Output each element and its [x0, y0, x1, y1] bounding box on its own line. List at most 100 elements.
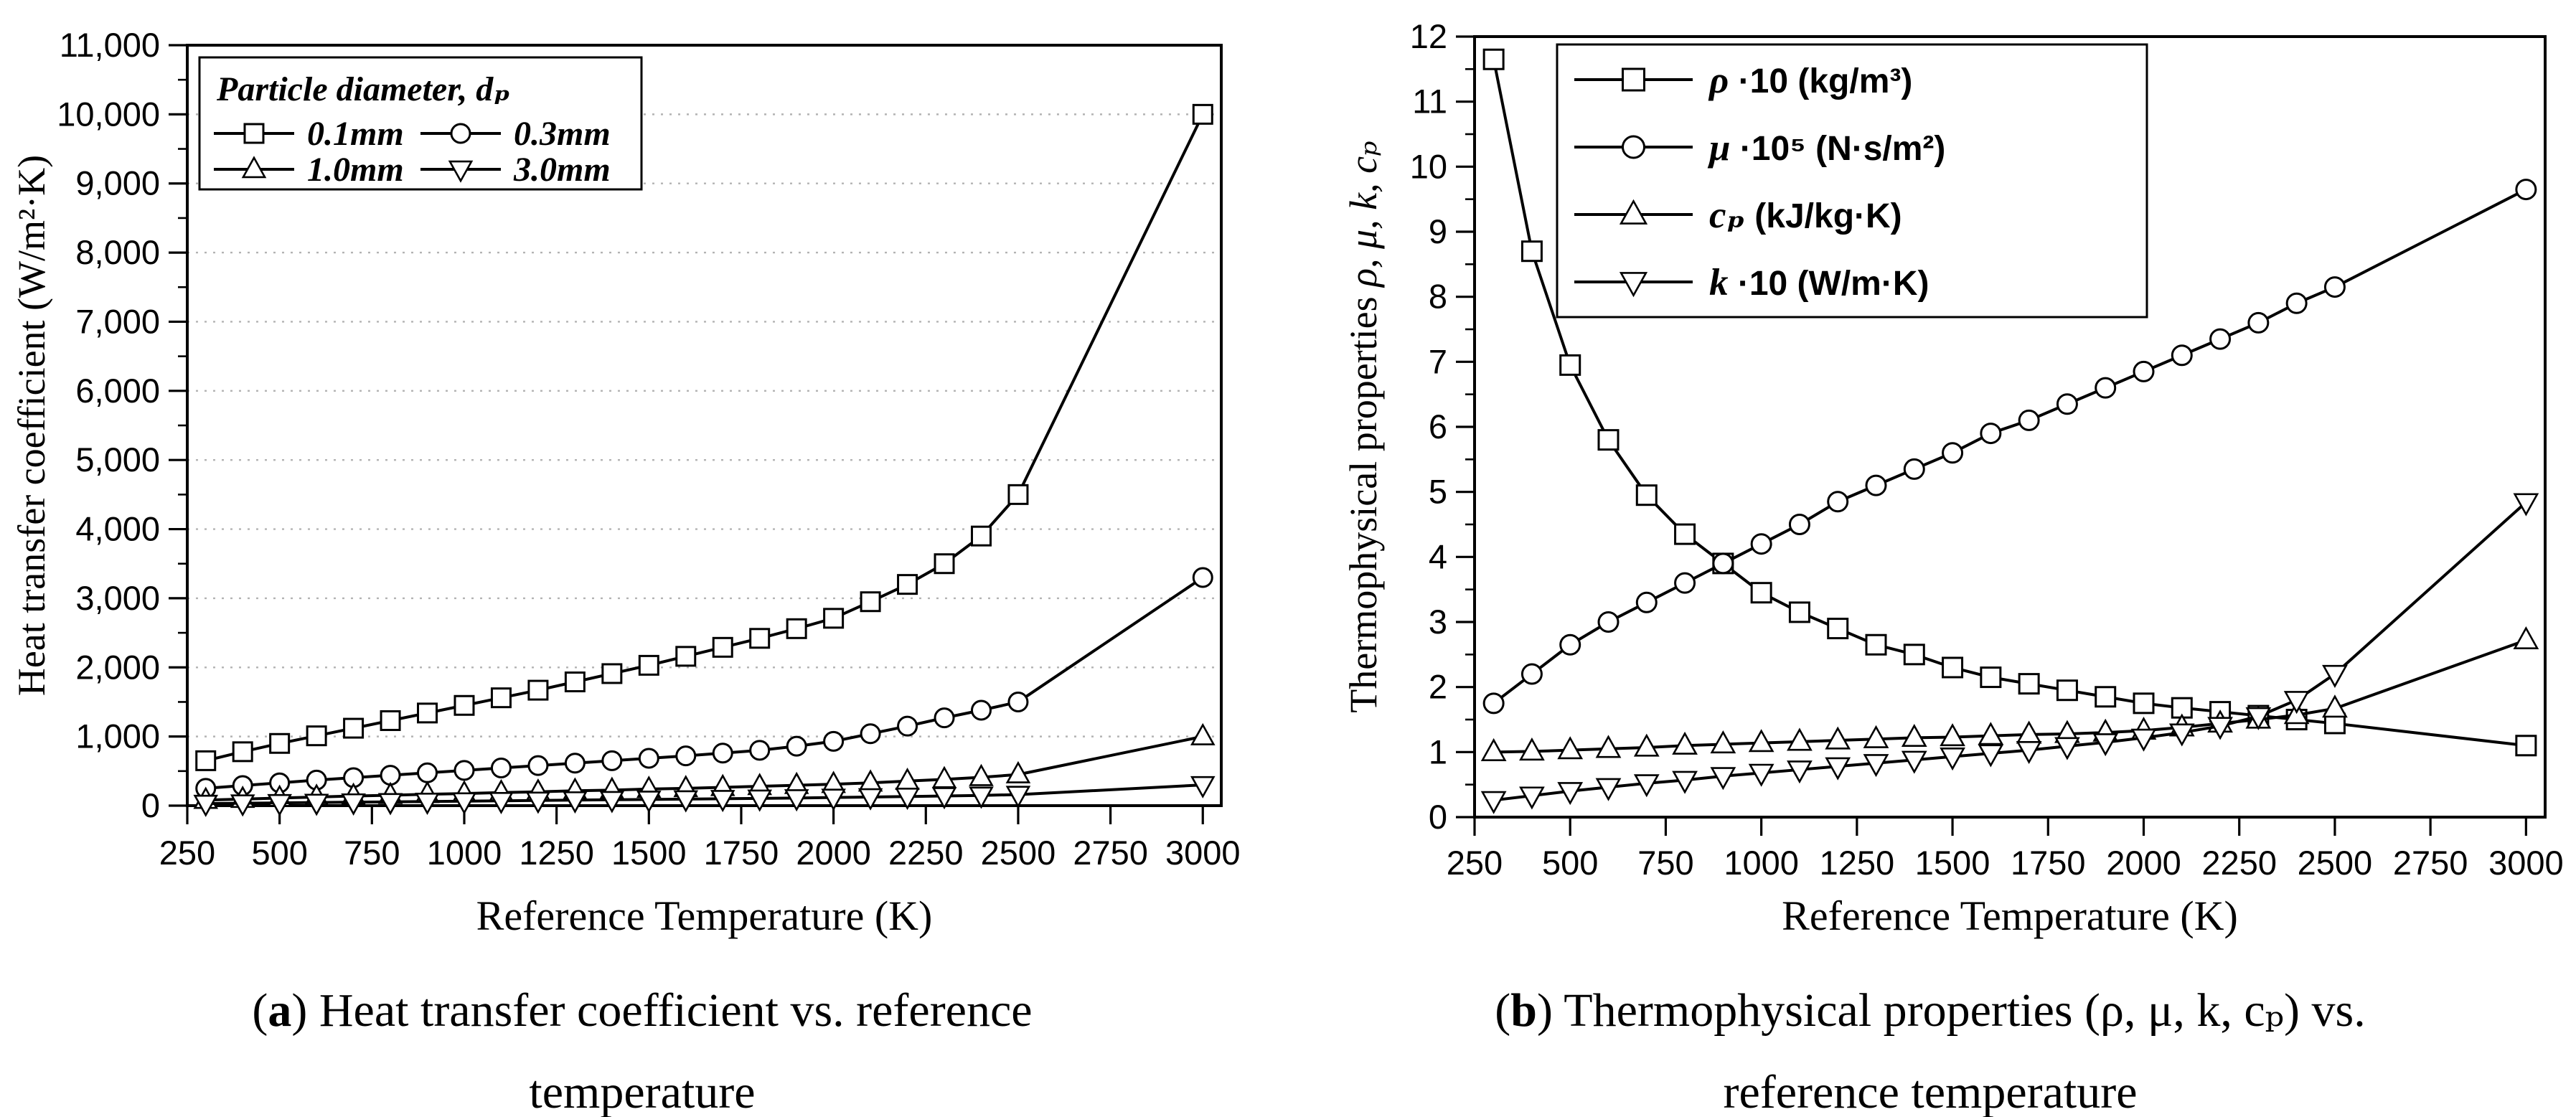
- triangle-down-marker: [341, 793, 366, 816]
- chart-a-panel: 250 500 750 1000 1250 1500 1750 2000 2250 2500 275…: [0, 0, 1284, 958]
- square-marker: [601, 663, 623, 684]
- square-marker: [638, 654, 659, 676]
- x-tick-label: 2250: [888, 834, 964, 872]
- x-tick-label: 2750: [2393, 844, 2468, 882]
- circle-marker: [380, 765, 401, 786]
- triangle-down-marker: [489, 792, 514, 815]
- legend-title: Particle diameter, dₚ: [216, 70, 510, 108]
- square-marker: [1674, 523, 1696, 545]
- y-tick-label: 0: [1429, 798, 1447, 836]
- circle-marker: [1635, 591, 1658, 613]
- square-marker: [527, 679, 549, 701]
- caption-b-paren-close: ): [1536, 984, 1553, 1037]
- gridlines: [187, 113, 1221, 737]
- y-tick-label: 5,000: [75, 440, 160, 479]
- triangle-down-marker: [1005, 786, 1031, 809]
- square-marker: [934, 553, 955, 575]
- triangle-up-marker: [1940, 723, 1965, 747]
- y-tick-label: 4,000: [75, 510, 160, 548]
- triangle-down-marker: [1940, 748, 1965, 771]
- caption-b: (b) Thermophysical properties (ρ, μ, k, …: [1284, 970, 2576, 1117]
- triangle-down-marker: [2207, 717, 2233, 740]
- triangle-up-marker: [2513, 626, 2539, 650]
- y-tick-label: 7: [1429, 342, 1447, 380]
- series-3.0mm: [193, 776, 1216, 817]
- circle-marker: [564, 753, 586, 774]
- triangle-up-marker: [2016, 720, 2042, 744]
- circle-marker: [2056, 393, 2078, 415]
- y-tick-label: 10,000: [57, 95, 160, 133]
- square-marker: [1865, 633, 1887, 656]
- triangle-up-marker: [1480, 737, 1507, 761]
- square-marker: [1520, 240, 1543, 263]
- legend-item-label: 1.0mm: [307, 151, 404, 189]
- square-marker: [860, 591, 881, 613]
- circle-marker: [638, 748, 659, 769]
- triangle-down-marker: [377, 793, 403, 816]
- circle-marker: [860, 723, 881, 745]
- square-marker: [970, 525, 992, 547]
- triangle-down-marker: [1595, 778, 1622, 801]
- triangle-down-marker: [1863, 754, 1889, 778]
- square-marker: [490, 687, 512, 709]
- triangle-down-marker: [267, 793, 292, 816]
- legend-item-label: 0.1mm: [307, 115, 404, 153]
- legend-item-label: k ·10 (W/m·K): [1709, 262, 1929, 303]
- legend: Particle diameter, dₚ 0.1mm 0.3mm 1.0mm 3.0m…: [198, 56, 643, 191]
- x-tick-label: 2000: [2106, 844, 2181, 882]
- caption-b-letter: b: [1510, 984, 1537, 1037]
- circle-marker: [1192, 567, 1213, 588]
- y-tick-label: 8: [1429, 278, 1447, 316]
- circle-marker: [823, 730, 845, 752]
- legend-item-label: ρ ·10 (kg/m³): [1708, 60, 1912, 101]
- triangle-up-marker: [2322, 694, 2348, 718]
- y-axis-title: Thermophysical properties ρ, μ, k, cₚ: [1342, 141, 1385, 712]
- square-marker: [1192, 103, 1213, 125]
- triangle-down-marker: [2322, 664, 2348, 688]
- square-marker: [2515, 735, 2537, 757]
- triangle-down-marker: [415, 792, 440, 816]
- triangle-down-marker: [857, 788, 883, 811]
- circle-marker: [1788, 514, 1810, 535]
- x-tick-label: 3000: [1165, 834, 1241, 872]
- circle-marker: [2095, 377, 2117, 399]
- square-marker: [269, 732, 291, 754]
- circle-marker: [527, 755, 549, 776]
- triangle-down-marker: [2092, 733, 2119, 757]
- circle-marker: [712, 743, 733, 764]
- triangle-up-marker: [1672, 731, 1698, 755]
- triangle-up-marker: [895, 768, 920, 791]
- triangle-up-marker: [1557, 736, 1584, 760]
- triangle-down-marker: [448, 160, 474, 183]
- square-marker: [1622, 67, 1645, 92]
- triangle-down-marker: [710, 790, 735, 813]
- x-tick-label: 250: [159, 834, 215, 872]
- legend-item-label: μ ·10⁵ (N·s/m²): [1707, 127, 1945, 169]
- x-tick-label: 2750: [1073, 834, 1148, 872]
- y-tick-label: 11,000: [60, 26, 160, 64]
- triangle-down-marker: [599, 791, 625, 814]
- circle-marker: [2515, 179, 2537, 201]
- series-0.3mm: [195, 567, 1213, 799]
- triangle-down-marker: [673, 790, 699, 813]
- x-tick-label: 1000: [1724, 844, 1799, 882]
- y-tick-label: 10: [1410, 147, 1447, 185]
- triangle-up-marker: [1005, 760, 1031, 783]
- triangle-down-marker: [1901, 750, 1927, 774]
- triangle-down-marker: [304, 793, 329, 816]
- square-marker: [195, 750, 217, 771]
- circle-marker: [1827, 491, 1849, 513]
- triangle-down-marker: [895, 788, 920, 811]
- y-tick-label: 3: [1429, 603, 1447, 641]
- caption-a-paren-close: ): [291, 984, 308, 1037]
- circle-marker: [490, 757, 512, 778]
- caption-b-paren-open: (: [1495, 984, 1511, 1037]
- triangle-up-marker: [1825, 726, 1851, 750]
- triangle-down-marker: [2054, 737, 2080, 760]
- triangle-down-marker: [1978, 744, 2004, 768]
- triangle-down-marker: [1825, 757, 1851, 781]
- circle-marker: [1520, 663, 1543, 685]
- x-tick-label: 1750: [704, 834, 779, 872]
- triangle-down-marker: [2513, 493, 2539, 517]
